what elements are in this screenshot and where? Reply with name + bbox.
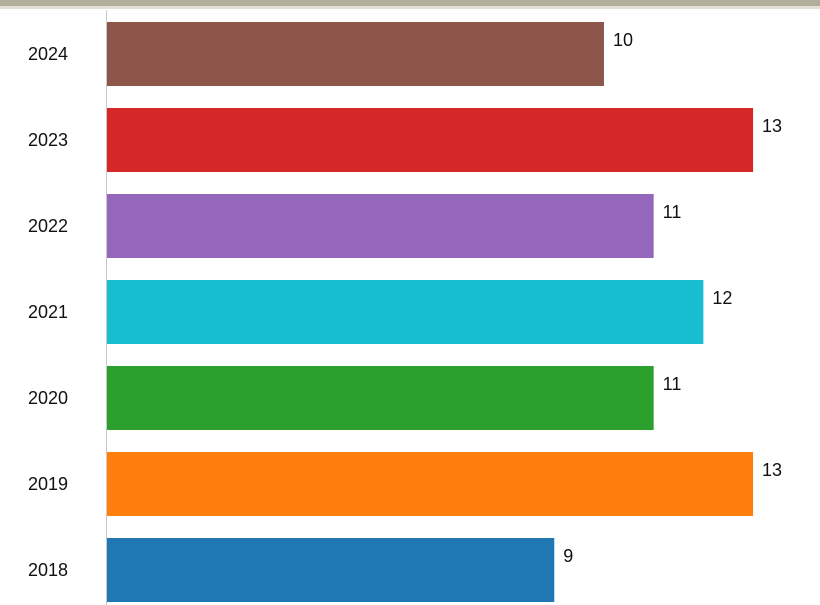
y-tick-label-2022: 2022	[28, 216, 68, 236]
bar-2020	[107, 366, 654, 430]
value-label-2022: 11	[663, 202, 682, 222]
value-label-2021: 12	[712, 288, 732, 308]
bar-2019	[107, 452, 754, 516]
y-tick-label-2021: 2021	[28, 302, 68, 322]
value-label-2020: 11	[663, 374, 682, 394]
bar-2024	[107, 22, 604, 86]
value-label-2024: 10	[613, 30, 633, 50]
bar-2023	[107, 108, 754, 172]
y-tick-label-2018: 2018	[28, 560, 68, 580]
y-tick-label-2020: 2020	[28, 388, 68, 408]
bars-layer	[107, 22, 754, 602]
bar-2022	[107, 194, 654, 258]
top-band	[0, 0, 820, 6]
bar-2021	[107, 280, 704, 344]
value-label-2018: 9	[563, 546, 573, 566]
y-tick-label-2024: 2024	[28, 44, 68, 64]
value-label-2023: 13	[762, 116, 782, 136]
y-tick-label-2023: 2023	[28, 130, 68, 150]
labels-layer: 2024 10 2023 13 2022 11 2021 12 2020 11 2019 13 2018…	[28, 30, 782, 580]
bar-2018	[107, 538, 555, 602]
y-tick-label-2019: 2019	[28, 474, 68, 494]
value-label-2019: 13	[762, 460, 782, 480]
